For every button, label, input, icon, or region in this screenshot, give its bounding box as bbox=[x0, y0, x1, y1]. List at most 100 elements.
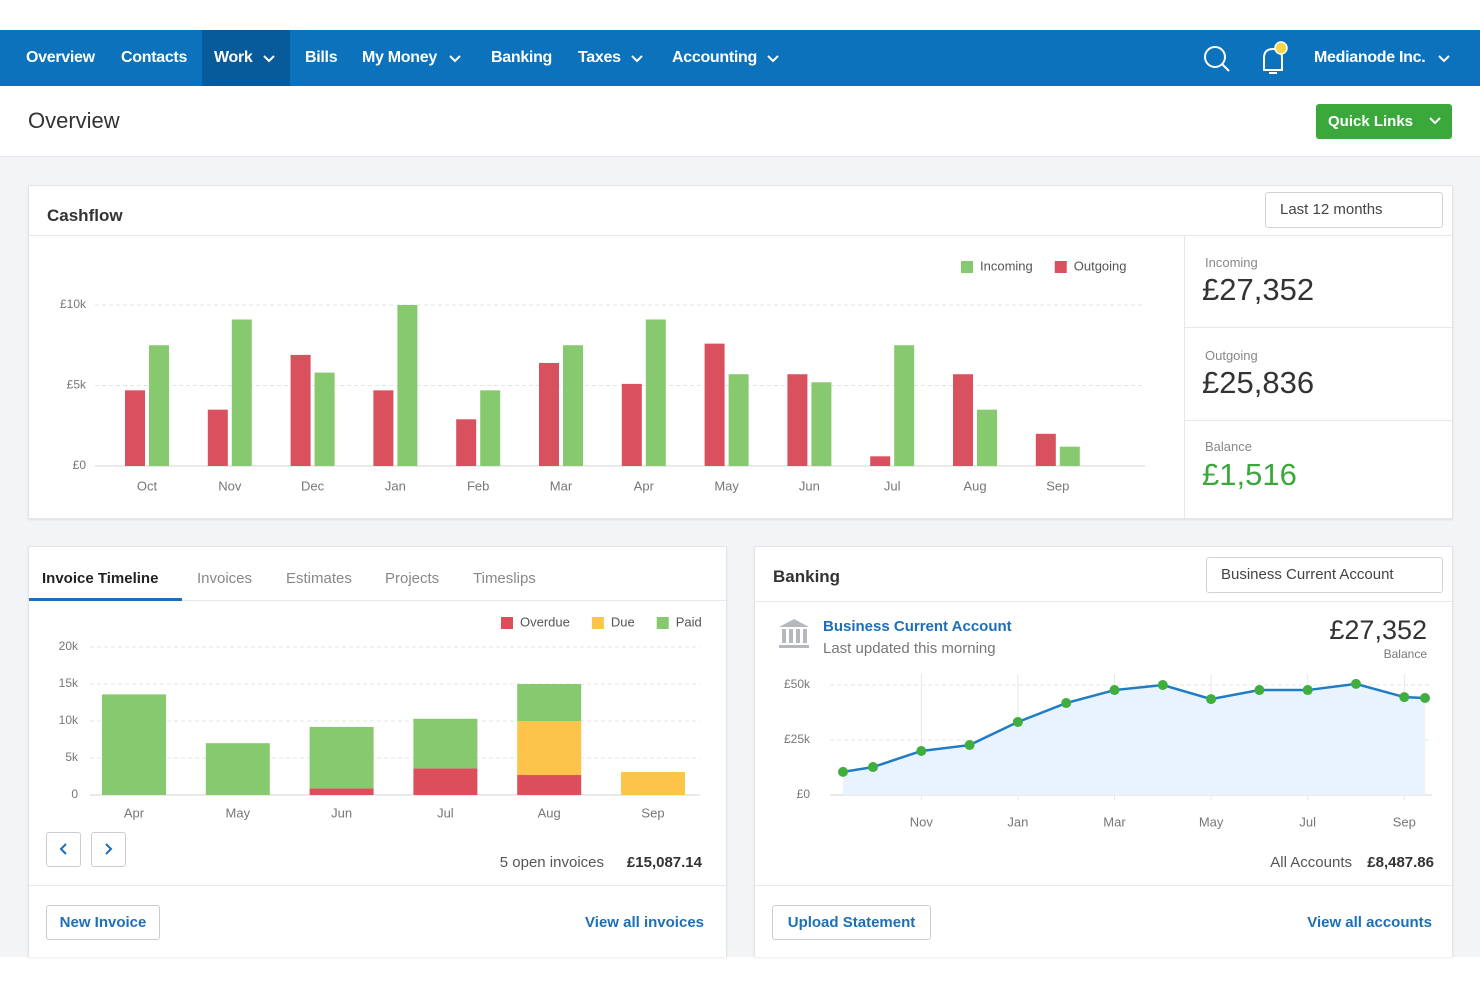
bar bbox=[1035, 433, 1056, 466]
button-label: Quick Links bbox=[1328, 113, 1414, 130]
x-tick-label: Mar bbox=[550, 478, 573, 493]
x-tick-label: Nov bbox=[218, 478, 242, 493]
banking-panel: Banking Business Current Account Busines… bbox=[754, 546, 1453, 957]
y-tick-label: 15k bbox=[59, 676, 79, 690]
bar-segment bbox=[309, 788, 374, 795]
x-tick-label: May bbox=[226, 805, 251, 820]
divider bbox=[29, 600, 726, 601]
next-button[interactable] bbox=[91, 832, 126, 867]
new-invoice-button[interactable]: New Invoice bbox=[46, 905, 160, 940]
bar-segment bbox=[102, 694, 166, 795]
bar-segment bbox=[621, 772, 685, 795]
y-tick-label: 5k bbox=[65, 750, 79, 764]
point bbox=[916, 746, 927, 756]
nav-item[interactable]: Contacts bbox=[121, 49, 188, 66]
point bbox=[1206, 694, 1217, 705]
tab[interactable]: Invoice Timeline bbox=[42, 570, 159, 587]
legend-label: Overdue bbox=[520, 614, 570, 629]
tab[interactable]: Projects bbox=[385, 570, 440, 587]
panel-title: Cashflow bbox=[47, 206, 123, 225]
y-tick-label: £5k bbox=[67, 378, 87, 392]
nav-item[interactable]: Accounting bbox=[672, 49, 757, 66]
point bbox=[838, 766, 848, 777]
tab[interactable]: Timeslips bbox=[473, 570, 536, 587]
x-tick-label: Aug bbox=[963, 478, 986, 493]
divider bbox=[755, 885, 1452, 886]
nav-item[interactable]: Bills bbox=[305, 49, 338, 66]
nav-active-bg bbox=[202, 30, 290, 86]
y-tick-label: 10k bbox=[59, 713, 79, 727]
select-label: Business Current Account bbox=[1221, 566, 1394, 583]
open-total: £15,087.14 bbox=[626, 854, 702, 871]
point bbox=[964, 740, 975, 751]
x-tick-label: May bbox=[714, 478, 739, 493]
period-select[interactable]: Last 12 months bbox=[1265, 192, 1443, 228]
view-all-link[interactable]: View all accounts bbox=[1307, 914, 1432, 931]
bar bbox=[290, 354, 311, 466]
point bbox=[1109, 685, 1120, 696]
bar bbox=[870, 456, 891, 466]
tab[interactable]: Estimates bbox=[286, 570, 352, 587]
legend-swatch bbox=[961, 261, 973, 273]
nav-item[interactable]: My Money bbox=[362, 49, 437, 66]
bar bbox=[894, 345, 915, 466]
bar bbox=[149, 345, 169, 466]
bar bbox=[373, 390, 394, 466]
point bbox=[1420, 692, 1430, 703]
point bbox=[1254, 685, 1265, 696]
select-label: Last 12 months bbox=[1280, 201, 1383, 218]
nav-item[interactable]: Overview bbox=[26, 49, 95, 66]
x-tick-label: Jan bbox=[385, 478, 406, 493]
bar bbox=[953, 374, 973, 466]
chevron bbox=[105, 843, 113, 855]
all-accounts-total: £8,487.86 bbox=[1367, 854, 1434, 871]
tab-underline bbox=[29, 598, 182, 601]
bar-segment bbox=[413, 768, 478, 795]
x-tick-label: Feb bbox=[467, 478, 489, 493]
legend-swatch bbox=[656, 617, 669, 629]
balance-value: £27,352 bbox=[1329, 615, 1427, 645]
x-tick-label: Sep bbox=[1046, 478, 1069, 493]
account-select[interactable]: Business Current Account bbox=[1206, 557, 1443, 593]
point bbox=[1351, 678, 1361, 689]
bar-segment bbox=[413, 718, 478, 769]
button-label: New Invoice bbox=[59, 914, 147, 931]
x-tick-label: Jul bbox=[884, 478, 901, 493]
chevron bbox=[1429, 117, 1441, 125]
view-all-link[interactable]: View all invoices bbox=[585, 914, 704, 931]
open-count: 5 open invoices bbox=[499, 854, 604, 871]
quick-links-button[interactable]: Quick Links bbox=[1316, 104, 1452, 139]
x-tick-label: Sep bbox=[641, 805, 664, 820]
nav-item[interactable]: Banking bbox=[491, 49, 553, 66]
bar bbox=[456, 419, 477, 466]
divider bbox=[29, 235, 1452, 236]
account-link[interactable]: Business Current Account bbox=[823, 618, 1012, 635]
nav-item[interactable]: Taxes bbox=[578, 49, 621, 66]
x-tick-label: Nov bbox=[910, 814, 934, 829]
x-tick-label: Apr bbox=[124, 805, 145, 820]
balance-label: Balance bbox=[1383, 647, 1427, 661]
divider bbox=[1184, 420, 1452, 421]
y-tick-label: 20k bbox=[59, 639, 79, 653]
bar bbox=[125, 390, 145, 466]
legend-swatch bbox=[1054, 261, 1067, 273]
bar bbox=[645, 319, 666, 466]
y-tick-label: £10k bbox=[60, 297, 87, 311]
panel-title: Banking bbox=[773, 567, 841, 586]
legend-label: Paid bbox=[676, 614, 702, 629]
bar bbox=[539, 362, 559, 466]
x-tick-label: Aug bbox=[538, 805, 561, 820]
button-label: Upload Statement bbox=[787, 914, 916, 931]
stat-label: Outgoing bbox=[1205, 348, 1258, 363]
bar bbox=[787, 374, 808, 466]
chevron bbox=[59, 843, 67, 855]
bank-icon bbox=[779, 619, 809, 648]
tab[interactable]: Invoices bbox=[197, 570, 253, 587]
x-tick-label: Oct bbox=[137, 478, 158, 493]
account-menu[interactable]: Medianode Inc. bbox=[1314, 49, 1426, 66]
nav-item[interactable]: Work bbox=[214, 49, 253, 66]
bar-segment bbox=[205, 743, 270, 795]
prev-button[interactable] bbox=[46, 832, 81, 867]
upload-button[interactable]: Upload Statement bbox=[772, 905, 931, 940]
